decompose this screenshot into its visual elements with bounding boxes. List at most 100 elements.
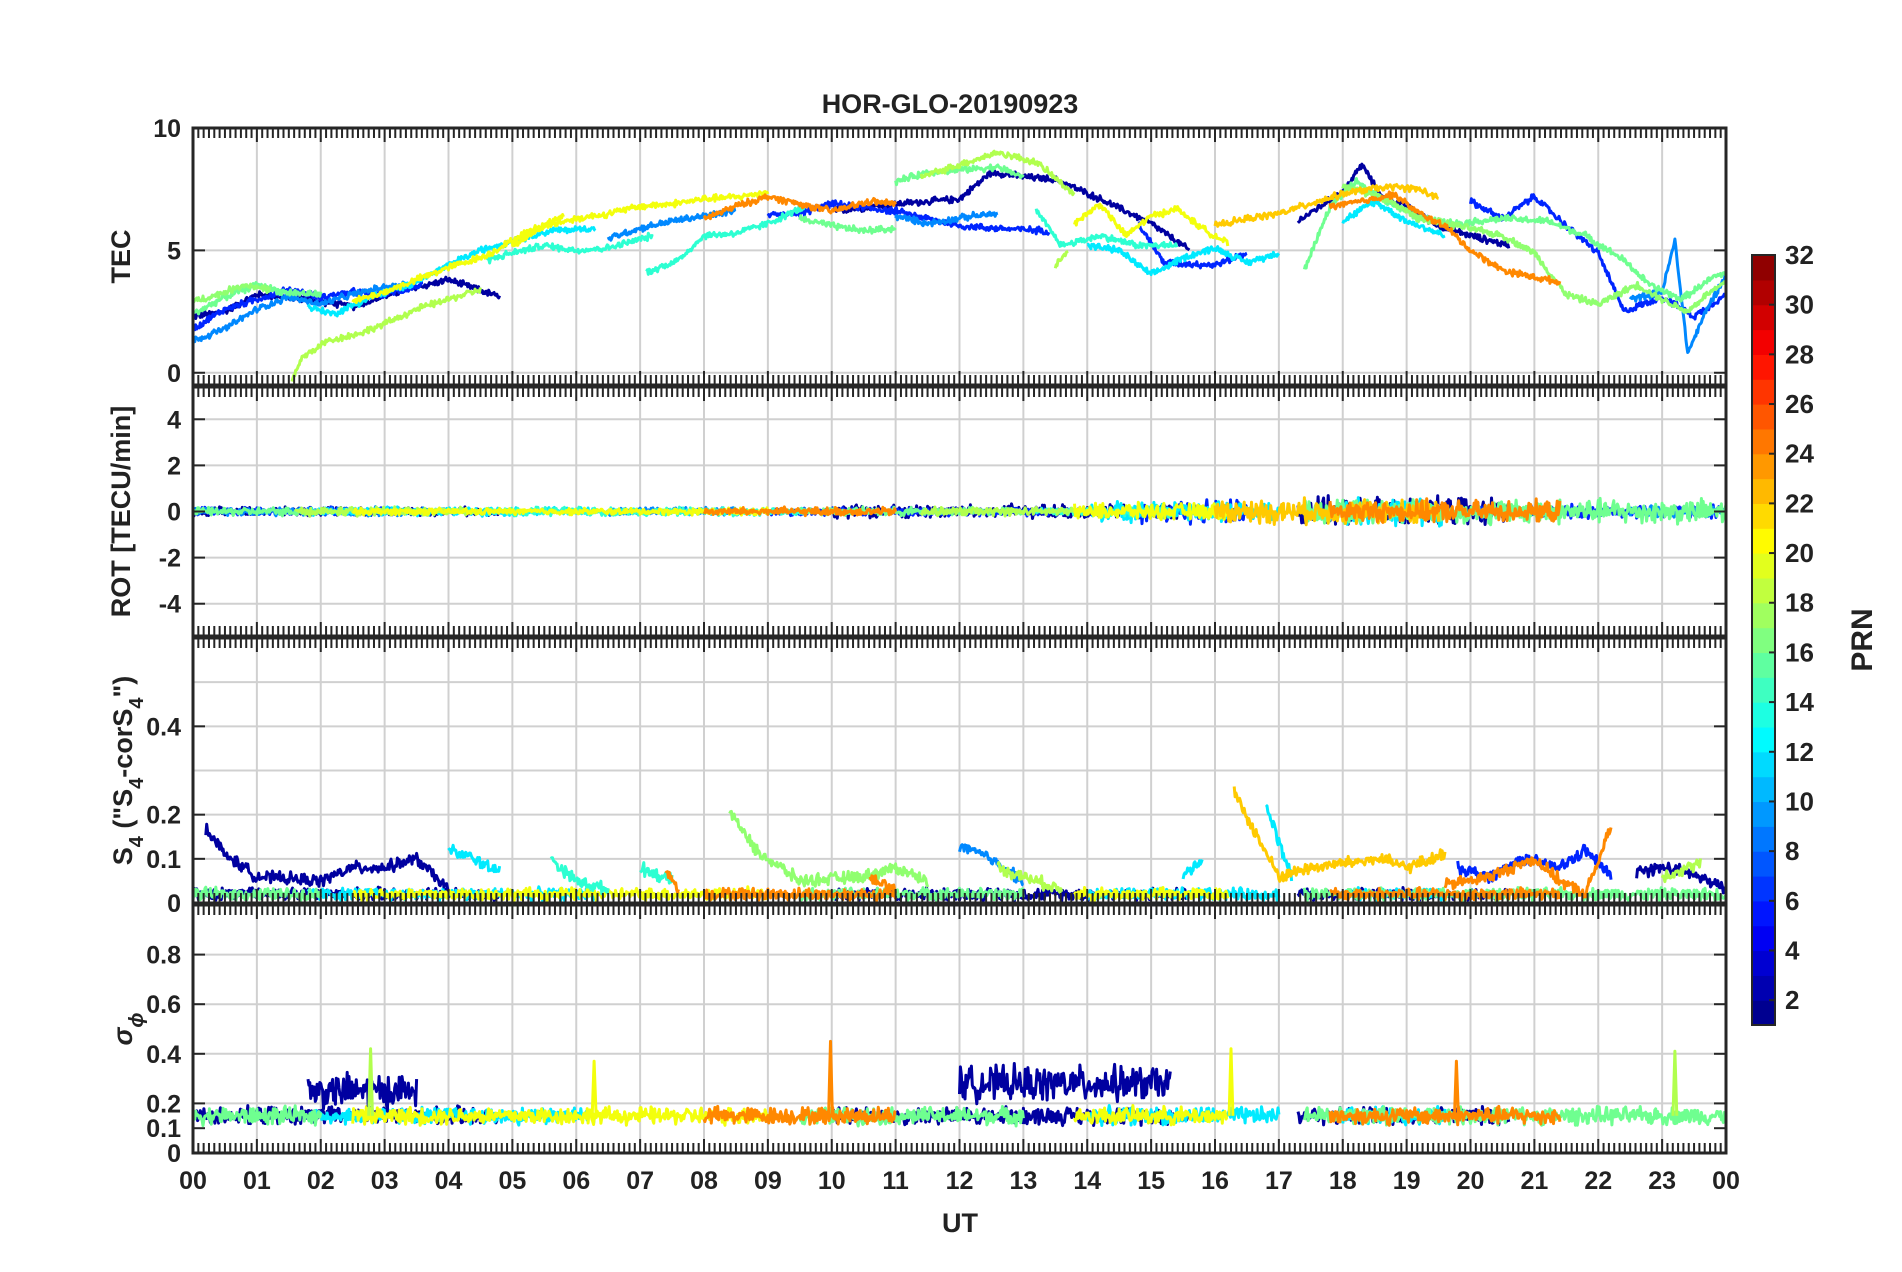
x-tick-label: 08 (690, 1167, 718, 1195)
colorbar-tick-label: 2 (1785, 985, 1799, 1015)
s4-y-axis-label: S4 ("S4-corS4") (108, 676, 148, 866)
tec-trace-prn-16 (798, 214, 897, 235)
tec-trace-prn-20 (510, 190, 770, 248)
s4-trace-prn-14 (549, 856, 610, 896)
colorbar-tick-label: 30 (1785, 290, 1814, 320)
x-tick-label: 12 (946, 1167, 974, 1195)
tec-trace-prn-12 (1086, 242, 1281, 277)
x-tick-label: 20 (1457, 1167, 1485, 1195)
x-tick-label: 02 (307, 1167, 335, 1195)
colorbar-swatch (1752, 428, 1775, 455)
colorbar-swatch (1752, 478, 1775, 504)
x-tick-label: 14 (1073, 1167, 1101, 1195)
s4-trace-prn-12 (1181, 859, 1204, 880)
colorbar-swatch (1752, 801, 1775, 827)
x-tick-label: 17 (1265, 1167, 1293, 1195)
colorbar-swatch (1752, 652, 1775, 678)
colorbar-swatch (1752, 404, 1775, 430)
colorbar-swatch (1752, 602, 1775, 629)
x-tick-label: 23 (1648, 1167, 1676, 1195)
s4-trace-prn-24 (868, 874, 898, 894)
s4-trace-prn-24 (1443, 827, 1613, 899)
colorbar-tick-label: 20 (1785, 538, 1814, 568)
colorbar-tick-label: 4 (1785, 935, 1800, 965)
sigma-trace-prn-20 (351, 1105, 770, 1127)
x-tick-label: 09 (754, 1167, 782, 1195)
colorbar-swatch (1752, 677, 1775, 703)
panel-tec: 0 5 10 TEC (106, 115, 1728, 388)
chart-title: HOR-GLO-20190923 (822, 89, 1079, 119)
sigma_phi-y-axis-label: σϕ (108, 1012, 148, 1045)
y-tick-label: 0.2 (146, 1090, 181, 1118)
colorbar-swatch (1752, 329, 1775, 355)
tec-trace-prn-20 (1073, 202, 1230, 247)
rot-trace-prn-18 (919, 505, 1076, 518)
colorbar-swatch (1752, 875, 1775, 902)
y-tick-label: 0 (167, 1140, 181, 1168)
colorbar-swatch (1752, 950, 1775, 976)
tec-trace-prn-14 (1034, 208, 1179, 250)
tec-trace-prn-18 (1053, 249, 1069, 269)
colorbar-swatch (1752, 304, 1775, 331)
x-tick-label: 05 (498, 1167, 526, 1195)
colorbar-swatch (1752, 1000, 1775, 1026)
colorbar-tick-label: 32 (1785, 240, 1814, 270)
x-tick-label: 13 (1009, 1167, 1037, 1195)
sigma-trace-prn-24 (702, 1104, 897, 1126)
y-tick-label: 0 (167, 499, 181, 527)
tec-trace-prn-24 (702, 193, 897, 221)
colorbar-swatch (1752, 751, 1775, 778)
y-tick-label: -4 (159, 591, 181, 619)
s4-grid (193, 638, 1726, 903)
x-tick-label: 04 (435, 1167, 463, 1195)
tec-trace-prn-18 (919, 149, 1076, 197)
sigma-spike-prn-24 (827, 1039, 834, 1116)
colorbar-swatch (1752, 503, 1775, 529)
sigma-trace-prn-16 (193, 1104, 323, 1128)
colorbar-swatch (1752, 379, 1775, 405)
x-tick-labels: 00 01 02 03 04 05 06 07 08 09 10 11 12 13 14 15 16 17 18 19… (179, 1167, 1740, 1195)
y-tick-label: 0.1 (146, 846, 181, 874)
tec-trace-prn-24 (1328, 190, 1562, 286)
sigma-trace-prn-24 (1328, 1104, 1562, 1127)
colorbar-tick-label: 28 (1785, 339, 1814, 369)
sigma_phi-tick-marks (192, 905, 1727, 1154)
x-tick-label: 11 (882, 1167, 909, 1195)
colorbar-tick-label: 26 (1785, 389, 1814, 419)
sigma-elevated-prn-2 (306, 1070, 419, 1113)
x-tick-label: 18 (1329, 1167, 1357, 1195)
y-tick-label: 10 (153, 115, 181, 143)
y-tick-label: 4 (167, 406, 181, 434)
tec-trace-prn-14 (485, 231, 654, 265)
colorbar-tick-label: 10 (1785, 786, 1814, 816)
x-tick-label: 16 (1201, 1167, 1229, 1195)
sigma_phi-traces (193, 1039, 1726, 1128)
colorbar-swatch (1752, 577, 1775, 604)
sigma-spike-prn-20 (1227, 1047, 1235, 1116)
colorbar-swatch (1752, 354, 1775, 380)
colorbar-swatch (1752, 453, 1775, 480)
s4-tick-marks (192, 638, 1727, 904)
x-tick-label: 15 (1137, 1167, 1165, 1195)
x-tick-label: 19 (1393, 1167, 1421, 1195)
colorbar-swatch (1752, 279, 1775, 306)
rot-y-axis-label: ROT [TECU/min] (106, 406, 136, 617)
y-tick-label: 0.8 (146, 942, 181, 970)
panel-s4: 0 0.1 0.2 0.4S4 ("S4-corS4") (108, 636, 1728, 918)
tec-traces (193, 149, 1726, 382)
colorbar-label: PRN (1846, 608, 1879, 671)
colorbar-tick-label: 24 (1785, 439, 1814, 469)
colorbar-swatch (1752, 702, 1775, 728)
y-tick-label: 5 (167, 237, 181, 265)
x-tick-label: 22 (1584, 1167, 1612, 1195)
y-tick-label: 0 (167, 890, 181, 918)
rot-tick-marks (192, 387, 1727, 636)
x-tick-label: 10 (818, 1167, 846, 1195)
sigma-elevated-prn-2 (958, 1062, 1172, 1106)
x-tick-label: 00 (1712, 1167, 1740, 1195)
s4-baseline-prn-24 (1329, 886, 1562, 903)
tec-trace-prn-9 (193, 279, 418, 344)
